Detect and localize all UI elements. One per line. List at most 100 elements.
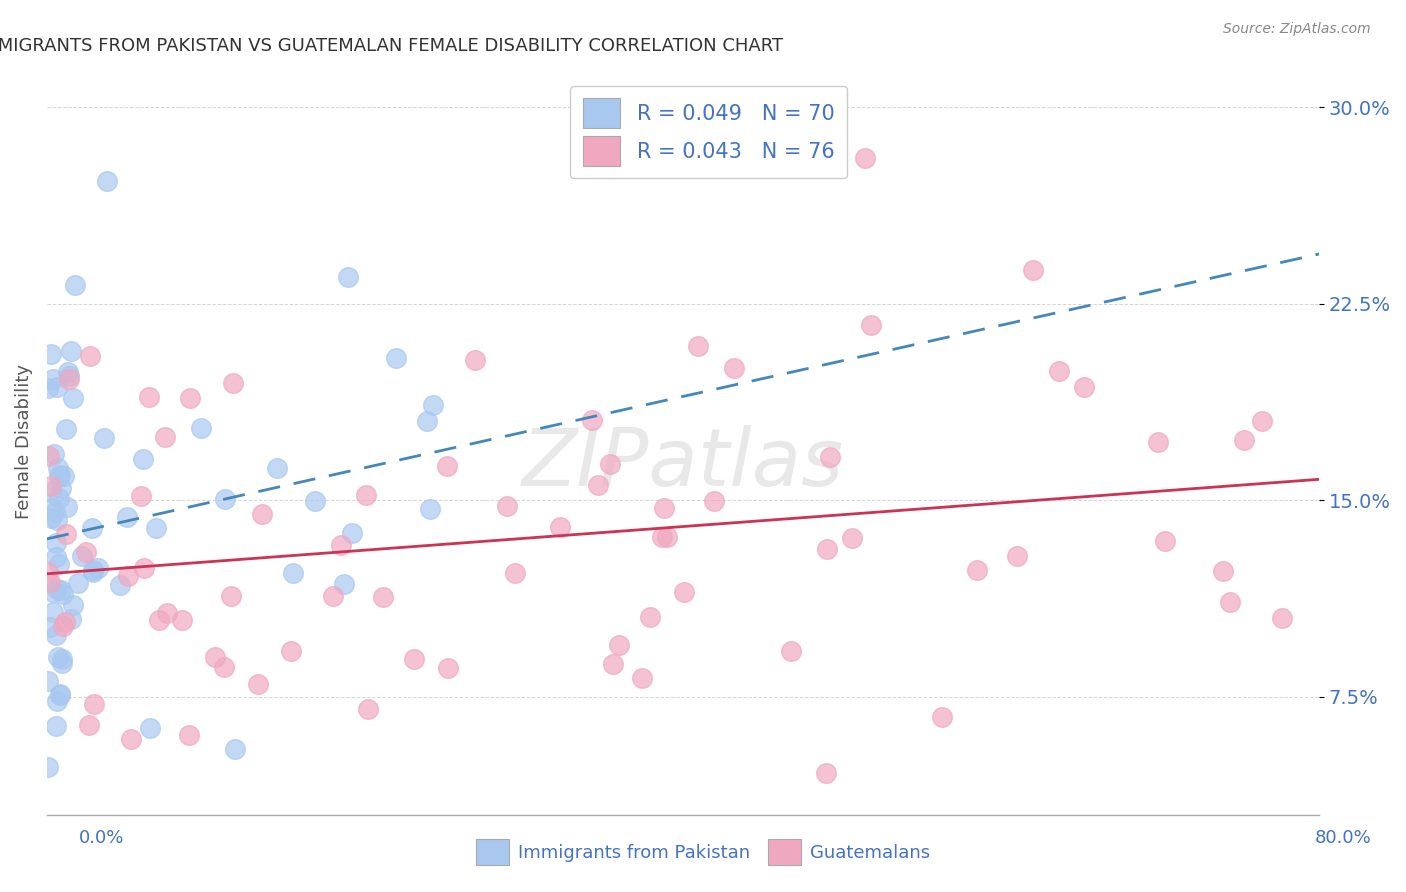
Point [548,520,571,534]
Point [48,491,70,505]
Text: IMMIGRANTS FROM PAKISTAN VS GUATEMALAN FEMALE DISABILITY CORRELATION CHART: IMMIGRANTS FROM PAKISTAN VS GUATEMALAN F… [0,37,783,55]
Point [177,728,200,742]
Point [46,582,69,597]
Point [436,459,458,474]
Point [1154,534,1177,549]
Point [212,660,235,674]
Point [87,561,110,575]
Point [818,450,841,465]
Point [60,344,83,359]
Point [385,351,408,365]
Point [464,352,486,367]
Point [93,431,115,445]
Point [56,500,79,514]
Point [1219,594,1241,608]
Point [42,447,65,461]
Point [860,318,883,332]
Point [58,368,80,383]
Point [1250,414,1272,428]
Point [52,587,75,601]
Point [37,760,59,774]
Text: 0.0%: 0.0% [79,829,124,847]
Point [651,530,673,544]
Point [38,620,60,634]
Point [966,563,988,577]
Point [655,530,678,544]
Point [53,615,76,629]
Point [815,542,838,557]
Point [371,591,394,605]
Point [607,638,630,652]
Point [117,568,139,582]
Point [49,687,72,701]
Point [60,612,83,626]
Point [82,565,104,579]
Point [179,392,201,406]
Legend: Immigrants from Pakistan, Guatemalans: Immigrants from Pakistan, Guatemalans [470,832,936,872]
Point [108,578,131,592]
Point [82,521,104,535]
Point [640,610,662,624]
Point [48,461,70,475]
Point [46,694,69,708]
Point [419,502,441,516]
Point [219,589,242,603]
Point [266,460,288,475]
Point [322,589,344,603]
Point [39,347,62,361]
Point [70,549,93,563]
Point [304,493,326,508]
Point [156,606,179,620]
Point [599,458,621,472]
Point [75,544,97,558]
Point [42,584,65,599]
Point [1146,434,1168,449]
Point [1073,380,1095,394]
Point [437,660,460,674]
Point [340,526,363,541]
Point [204,649,226,664]
Point [38,450,60,464]
Text: ZIPatlas: ZIPatlas [522,425,844,503]
Point [42,605,65,619]
Point [132,451,155,466]
Point [602,657,624,671]
Point [39,478,62,492]
Point [224,742,246,756]
Point [48,469,70,483]
Point [83,697,105,711]
Point [55,527,77,541]
Text: Source: ZipAtlas.com: Source: ZipAtlas.com [1223,22,1371,37]
Point [495,500,517,514]
Point [56,365,79,379]
Point [688,339,710,353]
Point [247,677,270,691]
Point [82,563,104,577]
Point [815,765,838,780]
Point [55,422,77,436]
Point [1022,262,1045,277]
Point [62,599,84,613]
Point [780,644,803,658]
Point [48,649,70,664]
Point [63,277,86,292]
Point [332,577,354,591]
Point [79,718,101,732]
Point [62,392,84,406]
Point [652,500,675,515]
Point [38,575,60,590]
Point [45,719,67,733]
Point [1212,565,1234,579]
Point [416,414,439,428]
Point [138,390,160,404]
Point [96,173,118,187]
Point [37,674,59,689]
Point [214,491,236,506]
Point [48,557,70,571]
Point [49,688,72,702]
Point [280,644,302,658]
Point [853,152,876,166]
Point [630,671,652,685]
Point [155,430,177,444]
Point [49,467,72,482]
